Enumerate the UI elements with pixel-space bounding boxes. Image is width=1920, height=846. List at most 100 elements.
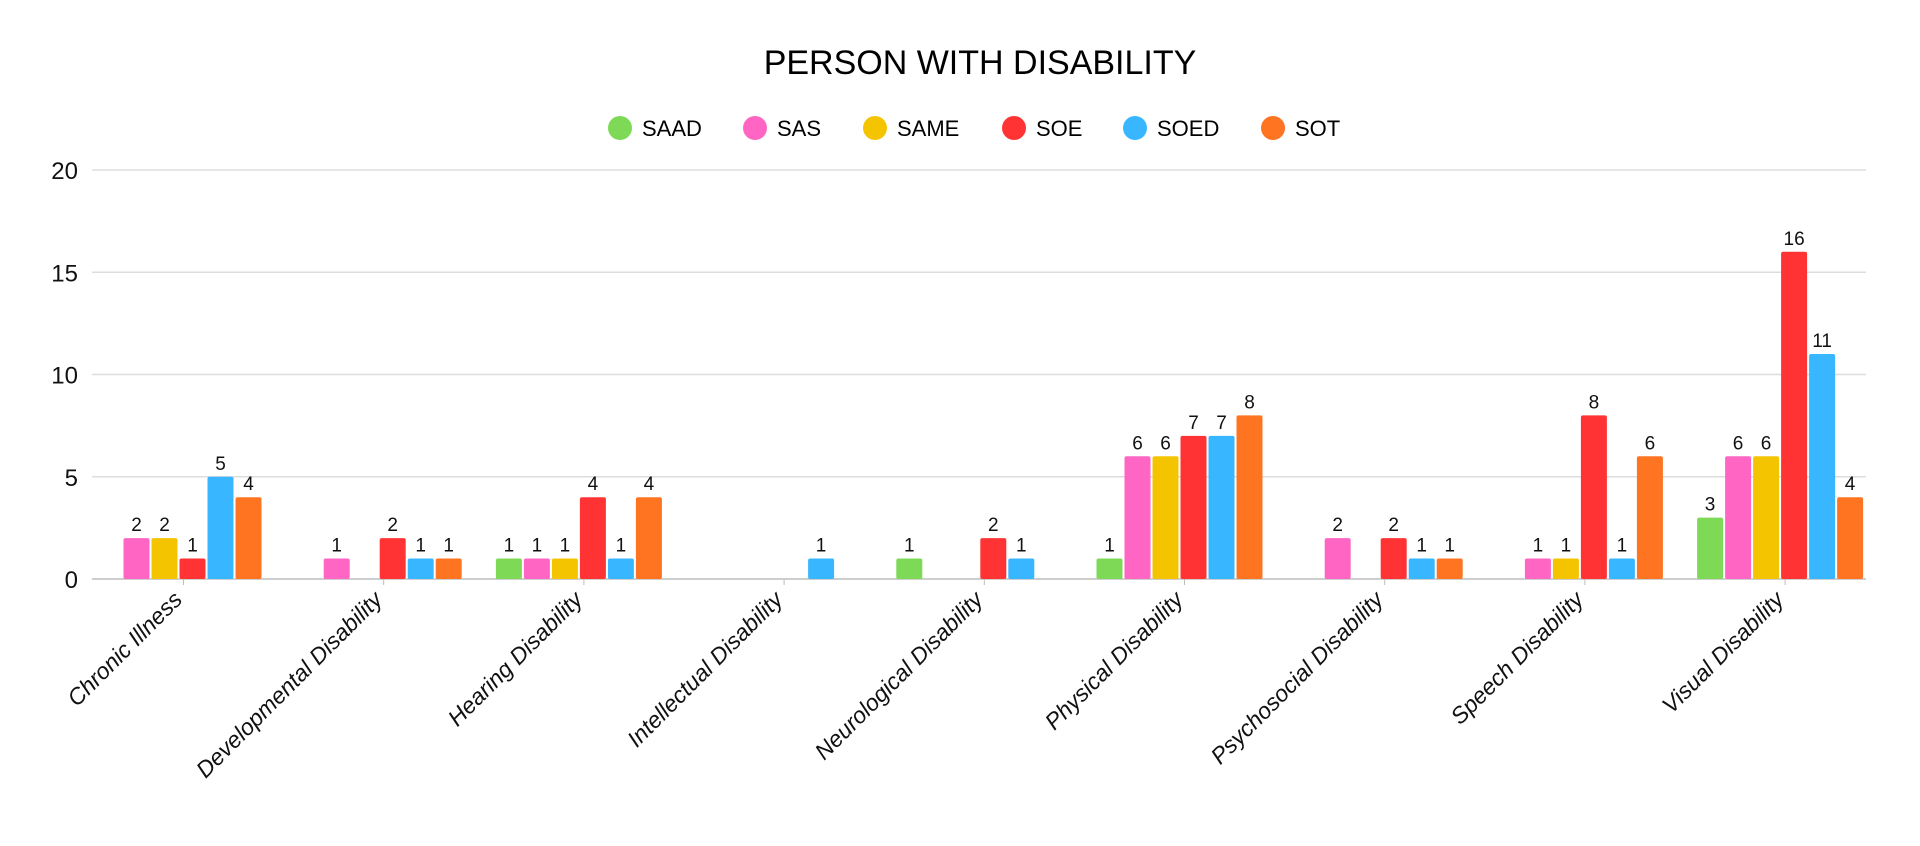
bar-soed xyxy=(1008,558,1035,579)
data-label: 16 xyxy=(1784,229,1805,250)
x-tick-label: Psychosocial Disability xyxy=(1205,585,1389,769)
data-label: 1 xyxy=(415,536,426,557)
data-label: 1 xyxy=(904,536,915,557)
data-label: 5 xyxy=(215,454,226,475)
legend-label: SOT xyxy=(1295,116,1340,141)
bar-soe xyxy=(1180,435,1207,579)
bar-saad xyxy=(896,558,923,579)
bar-soed xyxy=(1208,435,1235,579)
data-label: 3 xyxy=(1705,495,1716,516)
bar-soe xyxy=(1580,415,1607,579)
legend-label: SAS xyxy=(777,116,821,141)
legend-swatch xyxy=(743,116,767,140)
legend-label: SAME xyxy=(897,116,959,141)
data-label: 1 xyxy=(1444,536,1455,557)
y-tick-label: 10 xyxy=(51,363,78,390)
bar-soe xyxy=(1380,538,1407,579)
data-label: 2 xyxy=(988,515,999,536)
bar-soed xyxy=(207,476,234,579)
data-label: 1 xyxy=(532,536,543,557)
data-label: 2 xyxy=(1332,515,1343,536)
bar-same xyxy=(151,538,178,579)
bar-soed xyxy=(407,558,434,579)
x-tick-label: Physical Disability xyxy=(1039,585,1189,735)
bar-saad xyxy=(1697,517,1724,579)
bar-soed xyxy=(1608,558,1635,579)
bar-sot xyxy=(435,558,462,579)
legend-item-saad: SAAD xyxy=(608,116,702,141)
data-label: 4 xyxy=(1845,474,1856,495)
bar-soed xyxy=(1809,354,1836,579)
bar-soe xyxy=(980,538,1007,579)
legend-swatch xyxy=(1261,116,1285,140)
x-tick-label: Neurological Disability xyxy=(809,585,988,764)
y-tick-label: 0 xyxy=(65,567,78,594)
data-label: 1 xyxy=(1016,536,1027,557)
data-label: 1 xyxy=(504,536,515,557)
bar-soe xyxy=(179,558,206,579)
x-tick-label: Chronic Illness xyxy=(62,586,187,711)
bar-sas xyxy=(1725,456,1752,579)
bar-sot xyxy=(1236,415,1263,579)
data-label: 4 xyxy=(243,474,254,495)
x-tick-label: Intellectual Disability xyxy=(622,585,789,752)
bar-sas xyxy=(1324,538,1351,579)
bar-sas xyxy=(523,558,550,579)
bar-sas xyxy=(123,538,150,579)
data-label: 2 xyxy=(159,515,170,536)
legend-item-soe: SOE xyxy=(1002,116,1082,141)
legend-label: SAAD xyxy=(642,116,702,141)
chart-title: PERSON WITH DISABILITY xyxy=(764,44,1197,82)
data-label: 6 xyxy=(1761,433,1772,454)
x-tick-label: Hearing Disability xyxy=(443,585,589,731)
x-tick-label: Developmental Disability xyxy=(191,585,389,783)
x-tick-label: Visual Disability xyxy=(1657,585,1790,718)
data-label: 11 xyxy=(1812,331,1832,352)
legend-item-sas: SAS xyxy=(743,116,821,141)
legend-item-same: SAME xyxy=(863,116,959,141)
legend-label: SOED xyxy=(1157,116,1219,141)
bar-soe xyxy=(1781,251,1808,580)
data-label: 6 xyxy=(1160,433,1171,454)
bar-sot xyxy=(635,497,662,579)
bar-soe xyxy=(579,497,606,579)
data-label: 1 xyxy=(560,536,571,557)
data-label: 8 xyxy=(1244,392,1255,413)
data-label: 1 xyxy=(816,536,827,557)
bar-same xyxy=(1753,456,1780,579)
data-label: 1 xyxy=(1617,536,1628,557)
data-label: 7 xyxy=(1216,413,1227,434)
bar-same xyxy=(1552,558,1579,579)
bar-sot xyxy=(1837,497,1864,579)
x-tick-label: Speech Disability xyxy=(1445,585,1589,729)
data-label: 1 xyxy=(1416,536,1427,557)
data-label: 6 xyxy=(1733,433,1744,454)
bar-soed xyxy=(808,558,835,579)
data-label: 1 xyxy=(616,536,627,557)
legend: SAAD SAS SAME SOE SOED SOT xyxy=(608,116,1340,141)
bar-same xyxy=(1152,456,1179,579)
y-tick-label: 20 xyxy=(51,158,78,185)
legend-swatch xyxy=(608,116,632,140)
bar-saad xyxy=(495,558,522,579)
data-label: 1 xyxy=(443,536,454,557)
legend-swatch xyxy=(1123,116,1147,140)
data-label: 2 xyxy=(387,515,398,536)
data-label: 1 xyxy=(187,536,198,557)
legend-label: SOE xyxy=(1036,116,1082,141)
bar-saad xyxy=(1096,558,1123,579)
data-label: 1 xyxy=(1104,536,1115,557)
legend-swatch xyxy=(1002,116,1026,140)
x-axis: Chronic Illness Developmental Disability H… xyxy=(62,579,1790,783)
y-tick-label: 15 xyxy=(51,260,78,287)
data-label: 4 xyxy=(644,474,655,495)
legend-item-soed: SOED xyxy=(1123,116,1219,141)
y-axis: 0 5 10 15 20 xyxy=(51,158,78,594)
data-label: 6 xyxy=(1645,433,1656,454)
data-label: 2 xyxy=(1388,515,1399,536)
bar-sot xyxy=(1636,456,1663,579)
bar-soe xyxy=(379,538,406,579)
data-label: 1 xyxy=(1561,536,1572,557)
